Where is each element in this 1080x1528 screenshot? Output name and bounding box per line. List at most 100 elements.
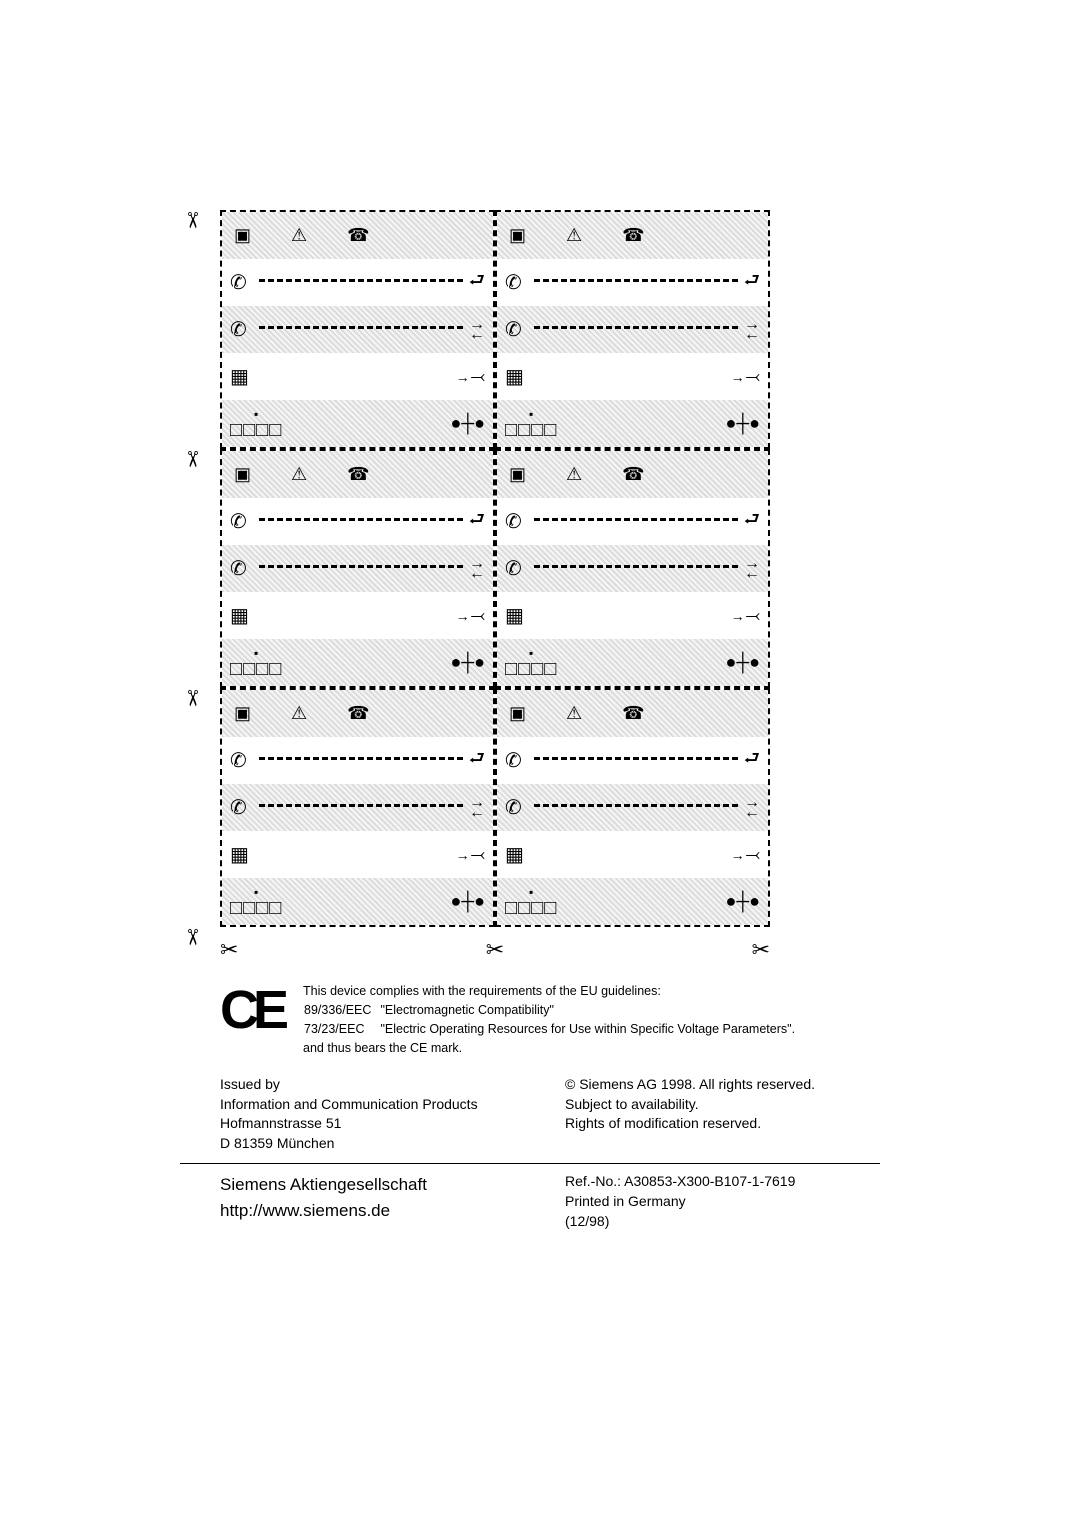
dash-fill <box>259 804 463 807</box>
split-icon: ●┼● <box>726 891 761 912</box>
card-line-dash: ✆ →← <box>497 784 768 831</box>
dash-fill <box>534 279 738 282</box>
issued-line: Issued by <box>220 1075 535 1095</box>
cutout-template-area: ✂ ✂ ✂ ✂ ▣⚠☎ ✆⮐ ✆→← ▦⤙ ▪□□□□●┼● ▣⚠☎ ✆⮐ ✆→… <box>220 210 880 963</box>
ce-directive-text: "Electromagnetic Compatibility" <box>379 1001 803 1021</box>
card-line-card: ▦⤙ <box>497 831 768 878</box>
scissors-icon: ✂ <box>179 450 205 474</box>
card-row: ▣⚠☎ ✆⮐ ✆→← ▦⤙ ▪□□□□●┼● ▣⚠☎ ✆⮐ ✆→← ▦⤙ ▪□□… <box>220 688 880 927</box>
keypad-icon: ▪□□□□ <box>230 408 282 440</box>
split-icon: ●┼● <box>451 413 486 434</box>
enter-icon: ⮐ <box>744 746 760 776</box>
issued-right: © Siemens AG 1998. All rights reserved. … <box>535 1075 880 1153</box>
card-line-dash: ✆→← <box>222 306 493 353</box>
transfer-icon: →← <box>469 320 485 339</box>
card-line-top: ▣⚠☎ <box>222 690 493 737</box>
handset-icon: ✆ <box>505 795 522 820</box>
issued-left: Issued by Information and Communication … <box>220 1075 535 1153</box>
card-line-dash: ✆ →← <box>222 545 493 592</box>
dash-fill <box>534 565 738 568</box>
card-icon: ▦ <box>505 364 524 389</box>
card-cell: ▣⚠☎ ✆⮐ ✆→← ▦⤙ ▪□□□□●┼● <box>495 688 770 927</box>
incoming-icon: ⤙ <box>456 366 485 387</box>
transfer-icon: →← <box>469 559 485 578</box>
card-line-dash: ✆⮐ <box>222 737 493 784</box>
transfer-icon: →← <box>744 798 760 817</box>
scissors-left-column: ✂ ✂ ✂ ✂ <box>180 210 204 953</box>
warning-icon: ⚠ <box>566 464 582 485</box>
split-icon: ●┼● <box>726 652 761 673</box>
camera-icon: ▣ <box>509 464 526 485</box>
dash-fill <box>259 518 463 521</box>
card-cell: ▣⚠☎ ✆⮐ ✆→← ▦⤙ ▪□□□□●┼● <box>220 688 495 927</box>
issued-line: D 81359 München <box>220 1134 535 1154</box>
handset-icon: ✆ <box>230 270 247 295</box>
printed-in: Printed in Germany <box>565 1192 880 1212</box>
issued-by-block: Issued by Information and Communication … <box>180 1075 880 1164</box>
card-icon: ▦ <box>230 603 249 628</box>
dash-fill <box>259 757 463 760</box>
card-line-card: ▦⤙ <box>222 831 493 878</box>
scissors-icon: ✂ <box>220 937 238 963</box>
issued-line: Hofmannstrasse 51 <box>220 1114 535 1134</box>
handset-icon: ✆ <box>505 748 522 773</box>
keypad-icon: ▪□□□□ <box>505 886 557 918</box>
enter-icon: ⮐ <box>744 507 760 537</box>
handset-icon: ✆ <box>230 556 247 581</box>
scissors-icon: ✂ <box>486 937 504 963</box>
handset-icon: ✆ <box>230 748 247 773</box>
card-icon: ▦ <box>230 842 249 867</box>
split-icon: ●┼● <box>451 652 486 673</box>
card-line-card: ▦⤙ <box>222 353 493 400</box>
enter-icon: ⮐ <box>469 746 485 776</box>
card-cell: ▣⚠☎ ✆⮐ ✆→← ▦⤙ ▪□□□□●┼● <box>220 210 495 449</box>
device-icon: ☎ <box>622 225 644 246</box>
company-name: Siemens Aktiengesellschaft <box>220 1172 535 1198</box>
scissors-icon: ✂ <box>179 689 205 713</box>
dash-fill <box>259 565 463 568</box>
incoming-icon: ⤙ <box>456 844 485 865</box>
device-icon: ☎ <box>622 703 644 724</box>
card-line-dash: ✆⮐ <box>497 259 768 306</box>
ce-compliance-block: CE This device complies with the require… <box>180 983 880 1057</box>
card-line-dash: ✆⮐ <box>222 259 493 306</box>
handset-icon: ✆ <box>505 317 522 342</box>
keypad-icon: ▪□□□□ <box>230 647 282 679</box>
card-line-dash: ✆⮐ <box>497 498 768 545</box>
split-icon: ●┼● <box>726 413 761 434</box>
card-line-keypad: ▪□□□□ ●┼● <box>497 400 768 447</box>
ce-intro: This device complies with the requiremen… <box>303 983 803 1001</box>
ce-directive-code: 89/336/EEC <box>303 1001 379 1021</box>
device-icon: ☎ <box>622 464 644 485</box>
warning-icon: ⚠ <box>566 703 582 724</box>
card-icon: ▦ <box>505 603 524 628</box>
card-cell: ▣⚠☎ ✆⮐ ✆→← ▦⤙ ▪□□□□●┼● <box>495 449 770 688</box>
incoming-icon: ⤙ <box>731 844 760 865</box>
card-line-card: ▦⤙ <box>497 592 768 639</box>
device-icon: ☎ <box>347 703 369 724</box>
warning-icon: ⚠ <box>291 464 307 485</box>
card-icon: ▦ <box>230 364 249 389</box>
camera-icon: ▣ <box>509 225 526 246</box>
enter-icon: ⮐ <box>744 268 760 298</box>
camera-icon: ▣ <box>234 225 251 246</box>
handset-icon: ✆ <box>505 509 522 534</box>
copyright-line: © Siemens AG 1998. All rights reserved. <box>565 1075 880 1095</box>
dash-fill <box>259 279 463 282</box>
split-icon: ●┼● <box>451 891 486 912</box>
ce-mark-icon: CE <box>220 983 283 1037</box>
warning-icon: ⚠ <box>291 225 307 246</box>
handset-icon: ✆ <box>230 509 247 534</box>
company-url: http://www.siemens.de <box>220 1198 535 1224</box>
footer-right: Ref.-No.: A30853-X300-B107-1-7619 Printe… <box>535 1172 880 1231</box>
footer-block: Siemens Aktiengesellschaft http://www.si… <box>180 1172 880 1231</box>
card-cell: ▣⚠☎ ✆⮐ ✆→← ▦⤙ ▪□□□□●┼● <box>495 210 770 449</box>
keypad-icon: ▪□□□□ <box>505 408 557 440</box>
incoming-icon: ⤙ <box>456 605 485 626</box>
enter-icon: ⮐ <box>469 268 485 298</box>
camera-icon: ▣ <box>234 703 251 724</box>
card-line-keypad: ▪□□□□ ●┼● <box>222 400 493 447</box>
issued-line: Information and Communication Products <box>220 1095 535 1115</box>
card-cell: ▣⚠☎ ✆⮐ ✆→← ▦⤙ ▪□□□□●┼● <box>220 449 495 688</box>
transfer-icon: →← <box>744 320 760 339</box>
